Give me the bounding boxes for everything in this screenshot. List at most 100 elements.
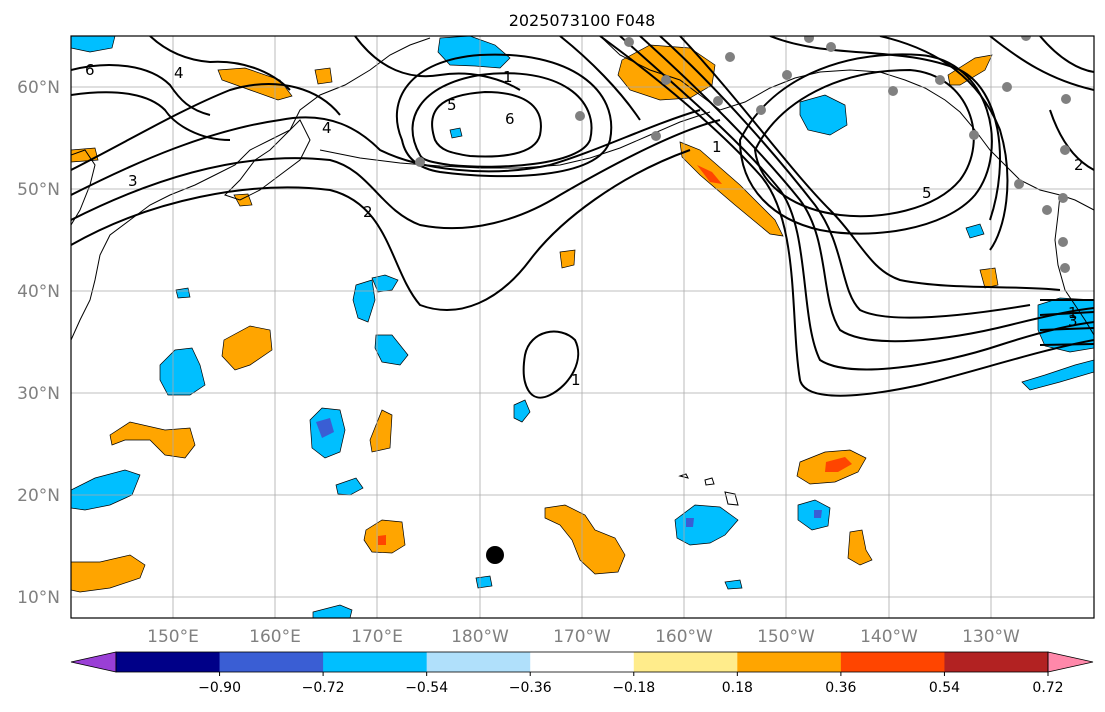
lon-label: 170°E: [351, 627, 403, 647]
positive-area: [979, 267, 999, 289]
negative-area: [513, 399, 531, 423]
station-marker: [826, 42, 836, 52]
station-marker: [756, 105, 766, 115]
kamchatka-coastline: [224, 119, 311, 201]
colorbar-tick-label: 0.36: [825, 680, 856, 696]
contour-line: [522, 330, 580, 399]
negative-core: [686, 518, 694, 527]
negative-area: [799, 94, 848, 136]
contour-label: 1: [571, 371, 581, 389]
negative-area: [475, 575, 493, 589]
contour-line: [1039, 327, 1094, 331]
contour-label: 5: [447, 96, 457, 114]
colorbar-segment: [426, 652, 531, 672]
station-marker: [1058, 193, 1068, 203]
north-america-west-coast: [1054, 194, 1094, 336]
contour-label: 2: [363, 203, 373, 221]
station-marker: [888, 86, 898, 96]
station-marker: [1042, 205, 1052, 215]
colorbar-tick-label: −0.72: [302, 680, 345, 696]
station-marker: [935, 75, 945, 85]
shaded-field: [71, 36, 1094, 618]
contour-lines: [71, 36, 1094, 399]
colorbar-tick-label: −0.18: [612, 680, 655, 696]
lon-label: 160°W: [655, 627, 713, 647]
station-marker: [713, 96, 723, 106]
colorbar-tick-label: 0.72: [1032, 680, 1063, 696]
colorbar-tick-label: 0.54: [929, 680, 960, 696]
station-marker: [651, 131, 661, 141]
positive-area: [544, 504, 626, 575]
station-marker: [782, 70, 792, 80]
lon-label: 170°W: [553, 627, 611, 647]
contour-line: [738, 53, 993, 235]
contour-line: [753, 68, 975, 218]
contour-line: [989, 36, 1094, 91]
gridlines: [71, 36, 1094, 618]
contour-labels: 1 1 1 1 2 2 3 3 4 4 5 5 6 6: [85, 61, 1084, 389]
lat-label: 30°N: [17, 384, 60, 404]
station-marker: [1061, 94, 1071, 104]
lon-label: 150°W: [757, 627, 815, 647]
contour-label: 4: [322, 119, 332, 137]
lat-label: 60°N: [17, 78, 60, 98]
station-marker: [725, 52, 735, 62]
colorbar-tick-label: −0.54: [405, 680, 448, 696]
lat-label: 50°N: [17, 180, 60, 200]
positive-area: [221, 325, 273, 371]
lat-label: 10°N: [17, 588, 60, 608]
negative-area: [352, 279, 376, 323]
contour-line: [71, 109, 701, 196]
asia-coastline: [71, 37, 431, 341]
contour-label: 4: [174, 64, 184, 82]
contour-line: [71, 119, 721, 230]
station-marker: [575, 111, 585, 121]
japan-islands: [71, 149, 96, 226]
lat-axis: 60°N 50°N 40°N 30°N 20°N 10°N: [17, 78, 60, 608]
station-marker: [1060, 263, 1070, 273]
negative-area: [449, 127, 463, 139]
contour-line: [769, 36, 1001, 221]
station-marker: [804, 36, 814, 43]
colorbar-tick-label: 0.18: [722, 680, 753, 696]
positive-core: [378, 535, 386, 545]
negative-area: [965, 223, 985, 239]
colorbar-segment: [737, 652, 842, 672]
lon-label: 160°E: [249, 627, 301, 647]
station-marker: [661, 75, 671, 85]
colorbar-segment: [840, 652, 945, 672]
contour-line: [71, 83, 341, 171]
map-frame: [70, 35, 1095, 619]
contour-line: [659, 36, 1031, 319]
contour-line: [354, 36, 521, 91]
contour-label: 1: [503, 68, 513, 86]
contour-label: 1: [1068, 304, 1078, 322]
station-marker: [624, 37, 634, 47]
colorbar-tick-label: −0.90: [198, 680, 241, 696]
lat-label: 40°N: [17, 282, 60, 302]
contour-line: [559, 36, 641, 121]
contour-label: 1: [712, 138, 722, 156]
negative-area: [175, 287, 191, 299]
lon-axis: 150°E 160°E 170°E 180°W 170°W 160°W 150°…: [147, 627, 1020, 647]
contour-line: [431, 90, 542, 158]
contour-line: [679, 36, 1061, 291]
contour-line: [879, 36, 1009, 251]
negative-core: [316, 418, 334, 438]
colorbar-tick-label: −0.36: [509, 680, 552, 696]
colorbar-segment: [219, 652, 324, 672]
negative-area: [724, 579, 743, 590]
colorbar-extend-low: [70, 651, 117, 673]
lon-label: 140°W: [860, 627, 918, 647]
contour-label: 6: [505, 110, 515, 128]
negative-area: [1021, 359, 1094, 391]
lon-label: 180°W: [451, 627, 509, 647]
contour-label: 6: [85, 61, 95, 79]
positive-area: [233, 193, 253, 207]
negative-area: [437, 36, 511, 69]
contour-label: 3: [1068, 312, 1078, 330]
lon-label: 130°W: [962, 627, 1020, 647]
contour-line: [71, 149, 691, 311]
colorbar-segment: [116, 652, 221, 672]
